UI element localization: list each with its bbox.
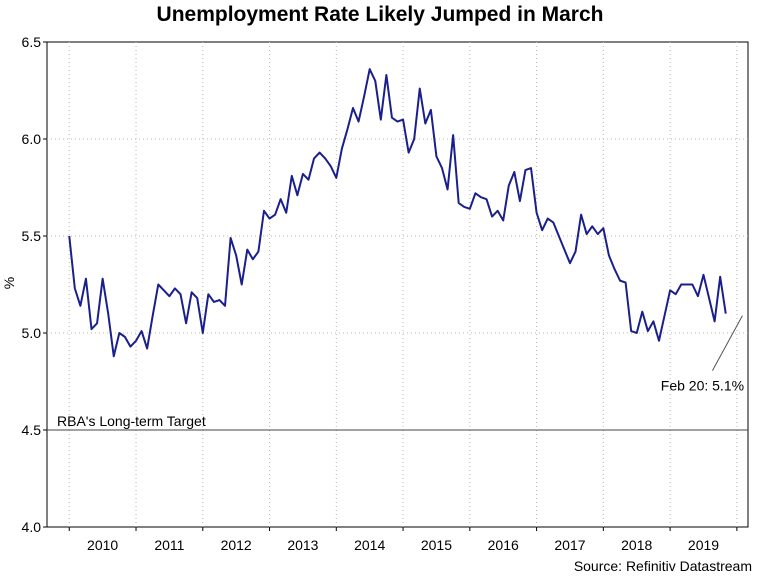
y-tick-label: 5.0 <box>22 325 42 341</box>
y-axis-label: % <box>1 277 17 289</box>
x-axis: 2010 2011 2012 2013 2014 2015 2016 2017 2018 2019 <box>68 527 738 553</box>
x-tick-label: 2015 <box>421 537 452 553</box>
y-tick-label: 6.5 <box>22 34 42 50</box>
annotation-label: Feb 20: 5.1% <box>661 378 744 394</box>
x-tick-label: 2012 <box>221 537 252 553</box>
source-note: Source: Refinitiv Datastream <box>573 558 752 574</box>
x-tick-label: 2018 <box>621 537 652 553</box>
y-tick-label: 4.0 <box>22 519 42 535</box>
y-tick-label: 6.0 <box>22 131 42 147</box>
x-tick-label: 2011 <box>154 537 184 553</box>
chart-title: Unemployment Rate Likely Jumped in March <box>156 3 604 26</box>
y-axis: 4.0 4.5 5.0 5.5 6.0 6.5 <box>22 34 47 535</box>
y-tick-label: 4.5 <box>22 422 42 438</box>
gridlines <box>47 42 748 527</box>
target-reference-label: RBA's Long-term Target <box>57 413 206 429</box>
series-line-unemployment-rate <box>68 68 727 358</box>
annotation-leader-line <box>711 315 743 371</box>
x-tick-label: 2016 <box>488 537 519 553</box>
x-tick-label: 2014 <box>354 537 385 553</box>
x-tick-label: 2010 <box>87 537 118 553</box>
y-tick-label: 5.5 <box>22 228 42 244</box>
plot-area-frame <box>46 41 749 528</box>
x-tick-label: 2013 <box>287 537 318 553</box>
x-tick-label: 2019 <box>688 537 719 553</box>
x-tick-label: 2017 <box>554 537 585 553</box>
